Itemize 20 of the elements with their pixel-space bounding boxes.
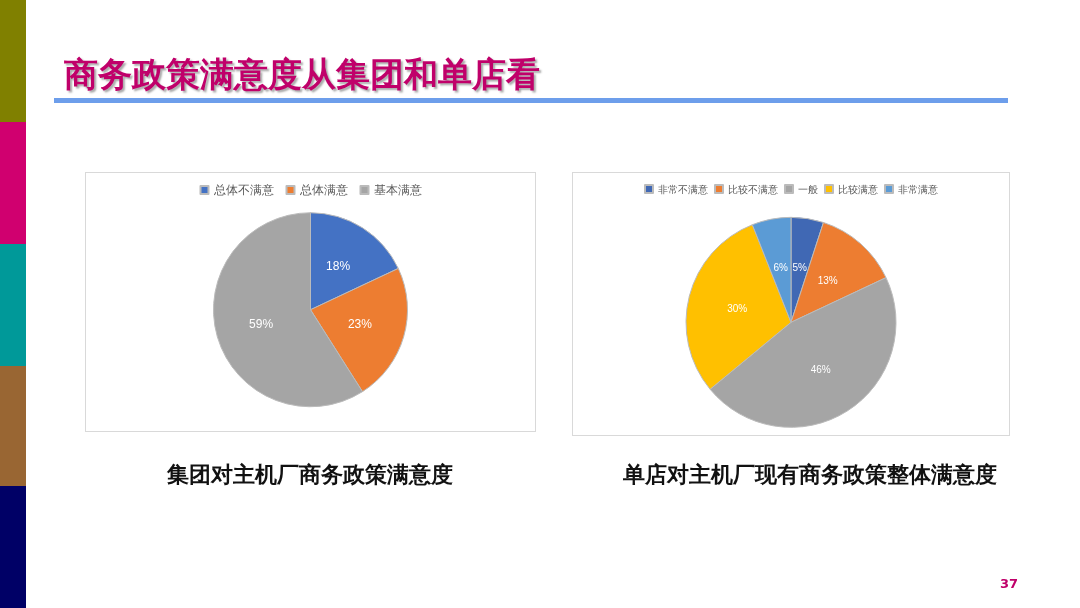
text: 集团对主机厂商务政策满意度 [165,460,454,489]
legend-label: 总体满意 [298,183,348,197]
legend-label: 总体不满意 [212,183,274,197]
text: 37 [999,576,1018,591]
data-label: 6% [773,262,788,274]
data-label: 18% [326,259,351,274]
chart-title: 商务政策满意度从集团和单店看 [64,53,540,96]
legend-label: 非常满意 [898,183,938,195]
data-label: 5% [792,262,808,274]
legend-label: 比较不满意 [728,183,778,195]
legend-label: 基本满意 [373,183,422,197]
text: 单店对主机厂现有商务政策整体满意度 [622,460,998,489]
legend-label: 非常不满意 [658,183,708,195]
legend-label: 一般 [798,183,818,195]
data-label: 30% [727,303,748,315]
data-label: 46% [810,363,831,375]
data-label: 59% [249,317,274,332]
legend-label: 比较满意 [838,183,878,195]
data-label: 23% [347,317,373,332]
data-label: 13% [817,275,838,287]
